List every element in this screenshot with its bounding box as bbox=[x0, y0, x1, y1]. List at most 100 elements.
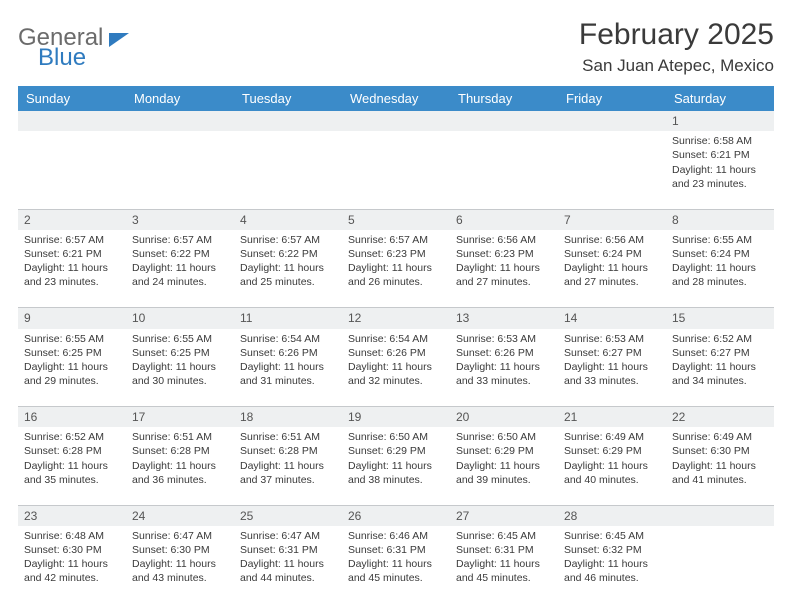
sunset-text: Sunset: 6:24 PM bbox=[564, 247, 660, 261]
day-cell: Sunrise: 6:45 AMSunset: 6:31 PMDaylight:… bbox=[450, 526, 558, 604]
day-cell: Sunrise: 6:46 AMSunset: 6:31 PMDaylight:… bbox=[342, 526, 450, 604]
sunset-text: Sunset: 6:24 PM bbox=[672, 247, 768, 261]
sunset-text: Sunset: 6:30 PM bbox=[24, 543, 120, 557]
day-number-cell: 16 bbox=[18, 407, 126, 427]
daylight-text: Daylight: 11 hours and 44 minutes. bbox=[240, 557, 336, 585]
day-number-cell: 2 bbox=[18, 210, 126, 230]
day-number-cell bbox=[450, 111, 558, 131]
day-cell: Sunrise: 6:57 AMSunset: 6:22 PMDaylight:… bbox=[234, 230, 342, 308]
day-cell: Sunrise: 6:55 AMSunset: 6:25 PMDaylight:… bbox=[126, 329, 234, 407]
day-number-cell bbox=[126, 111, 234, 131]
daylight-text: Daylight: 11 hours and 26 minutes. bbox=[348, 261, 444, 289]
day-cell: Sunrise: 6:50 AMSunset: 6:29 PMDaylight:… bbox=[342, 427, 450, 505]
day-number-cell: 23 bbox=[18, 506, 126, 526]
sunrise-text: Sunrise: 6:55 AM bbox=[24, 332, 120, 346]
daylight-text: Daylight: 11 hours and 39 minutes. bbox=[456, 459, 552, 487]
weekday-header: Thursday bbox=[450, 86, 558, 111]
day-number-cell: 18 bbox=[234, 407, 342, 427]
day-cell bbox=[234, 131, 342, 209]
day-cell: Sunrise: 6:49 AMSunset: 6:30 PMDaylight:… bbox=[666, 427, 774, 505]
sunrise-text: Sunrise: 6:46 AM bbox=[348, 529, 444, 543]
sunrise-text: Sunrise: 6:51 AM bbox=[240, 430, 336, 444]
sunset-text: Sunset: 6:26 PM bbox=[348, 346, 444, 360]
sunrise-text: Sunrise: 6:57 AM bbox=[348, 233, 444, 247]
weekday-header: Tuesday bbox=[234, 86, 342, 111]
daylight-text: Daylight: 11 hours and 37 minutes. bbox=[240, 459, 336, 487]
day-number-cell: 27 bbox=[450, 506, 558, 526]
sunrise-text: Sunrise: 6:55 AM bbox=[132, 332, 228, 346]
sunrise-text: Sunrise: 6:55 AM bbox=[672, 233, 768, 247]
day-number-cell: 10 bbox=[126, 308, 234, 328]
day-number-cell: 7 bbox=[558, 210, 666, 230]
calendar-body: 1 Sunrise: 6:58 AMSunset: 6:21 PM Daylight… bbox=[18, 111, 774, 604]
week-row: Sunrise: 6:57 AMSunset: 6:21 PMDaylight:… bbox=[18, 230, 774, 308]
daylight-text: Daylight: 11 hours and 25 minutes. bbox=[240, 261, 336, 289]
daynum-row: 2345678 bbox=[18, 210, 774, 230]
daylight-text: Daylight: 11 hours and 43 minutes. bbox=[132, 557, 228, 585]
daylight-text: Daylight: 11 hours and 29 minutes. bbox=[24, 360, 120, 388]
daylight-text: Daylight: 11 hours and 33 minutes. bbox=[456, 360, 552, 388]
sunrise-text: Sunrise: 6:58 AM bbox=[672, 134, 768, 148]
day-number-cell bbox=[234, 111, 342, 131]
weekday-header: Saturday bbox=[666, 86, 774, 111]
sunset-text: Sunset: 6:23 PM bbox=[456, 247, 552, 261]
sunset-text: Sunset: 6:31 PM bbox=[240, 543, 336, 557]
day-cell: Sunrise: 6:51 AMSunset: 6:28 PMDaylight:… bbox=[126, 427, 234, 505]
sunrise-text: Sunrise: 6:49 AM bbox=[672, 430, 768, 444]
day-number-cell: 17 bbox=[126, 407, 234, 427]
daylight-text: Daylight: 11 hours and 40 minutes. bbox=[564, 459, 660, 487]
month-title: February 2025 bbox=[579, 18, 774, 52]
sunset-text: Sunset: 6:21 PM bbox=[672, 148, 768, 162]
sunrise-text: Sunrise: 6:53 AM bbox=[456, 332, 552, 346]
calendar-thead: Sunday Monday Tuesday Wednesday Thursday… bbox=[18, 86, 774, 111]
weekday-header: Sunday bbox=[18, 86, 126, 111]
sunrise-text: Sunrise: 6:49 AM bbox=[564, 430, 660, 444]
daynum-row: 16171819202122 bbox=[18, 407, 774, 427]
day-number-cell: 14 bbox=[558, 308, 666, 328]
day-cell: Sunrise: 6:47 AMSunset: 6:30 PMDaylight:… bbox=[126, 526, 234, 604]
week-row: Sunrise: 6:52 AMSunset: 6:28 PMDaylight:… bbox=[18, 427, 774, 505]
daylight-text: Daylight: 11 hours and 45 minutes. bbox=[348, 557, 444, 585]
day-number-cell: 9 bbox=[18, 308, 126, 328]
sunrise-text: Sunrise: 6:48 AM bbox=[24, 529, 120, 543]
daylight-text: Daylight: 11 hours and 30 minutes. bbox=[132, 360, 228, 388]
sunrise-text: Sunrise: 6:50 AM bbox=[456, 430, 552, 444]
day-number-cell: 1 bbox=[666, 111, 774, 131]
sunset-text: Sunset: 6:31 PM bbox=[348, 543, 444, 557]
day-cell: Sunrise: 6:55 AMSunset: 6:25 PMDaylight:… bbox=[18, 329, 126, 407]
sunrise-text: Sunrise: 6:51 AM bbox=[132, 430, 228, 444]
sunset-text: Sunset: 6:28 PM bbox=[132, 444, 228, 458]
sunrise-text: Sunrise: 6:57 AM bbox=[132, 233, 228, 247]
day-number-cell: 26 bbox=[342, 506, 450, 526]
sunset-text: Sunset: 6:32 PM bbox=[564, 543, 660, 557]
daylight-text: Daylight: 11 hours and 46 minutes. bbox=[564, 557, 660, 585]
day-cell bbox=[342, 131, 450, 209]
daylight-text: Daylight: 11 hours and 31 minutes. bbox=[240, 360, 336, 388]
sunrise-text: Sunrise: 6:47 AM bbox=[240, 529, 336, 543]
calendar-table: Sunday Monday Tuesday Wednesday Thursday… bbox=[18, 86, 774, 604]
sunset-text: Sunset: 6:26 PM bbox=[456, 346, 552, 360]
title-block: February 2025 San Juan Atepec, Mexico bbox=[579, 18, 774, 76]
calendar-page: General February 2025 San Juan Atepec, M… bbox=[0, 0, 792, 604]
day-number-cell: 3 bbox=[126, 210, 234, 230]
day-number-cell bbox=[666, 506, 774, 526]
sunset-text: Sunset: 6:30 PM bbox=[672, 444, 768, 458]
day-number-cell: 22 bbox=[666, 407, 774, 427]
daylight-text: Daylight: 11 hours and 41 minutes. bbox=[672, 459, 768, 487]
day-number-cell: 21 bbox=[558, 407, 666, 427]
day-cell: Sunrise: 6:45 AMSunset: 6:32 PMDaylight:… bbox=[558, 526, 666, 604]
sunrise-text: Sunrise: 6:47 AM bbox=[132, 529, 228, 543]
day-number-cell: 28 bbox=[558, 506, 666, 526]
day-cell bbox=[18, 131, 126, 209]
sunrise-text: Sunrise: 6:56 AM bbox=[456, 233, 552, 247]
sunset-text: Sunset: 6:27 PM bbox=[564, 346, 660, 360]
day-number-cell: 15 bbox=[666, 308, 774, 328]
day-cell: Sunrise: 6:51 AMSunset: 6:28 PMDaylight:… bbox=[234, 427, 342, 505]
sunrise-text: Sunrise: 6:53 AM bbox=[564, 332, 660, 346]
day-number-cell: 4 bbox=[234, 210, 342, 230]
sunset-text: Sunset: 6:28 PM bbox=[240, 444, 336, 458]
daylight-text: Daylight: 11 hours and 34 minutes. bbox=[672, 360, 768, 388]
day-cell: Sunrise: 6:53 AMSunset: 6:26 PMDaylight:… bbox=[450, 329, 558, 407]
day-number-cell: 13 bbox=[450, 308, 558, 328]
logo-word-2-wrap: Blue bbox=[38, 44, 86, 72]
